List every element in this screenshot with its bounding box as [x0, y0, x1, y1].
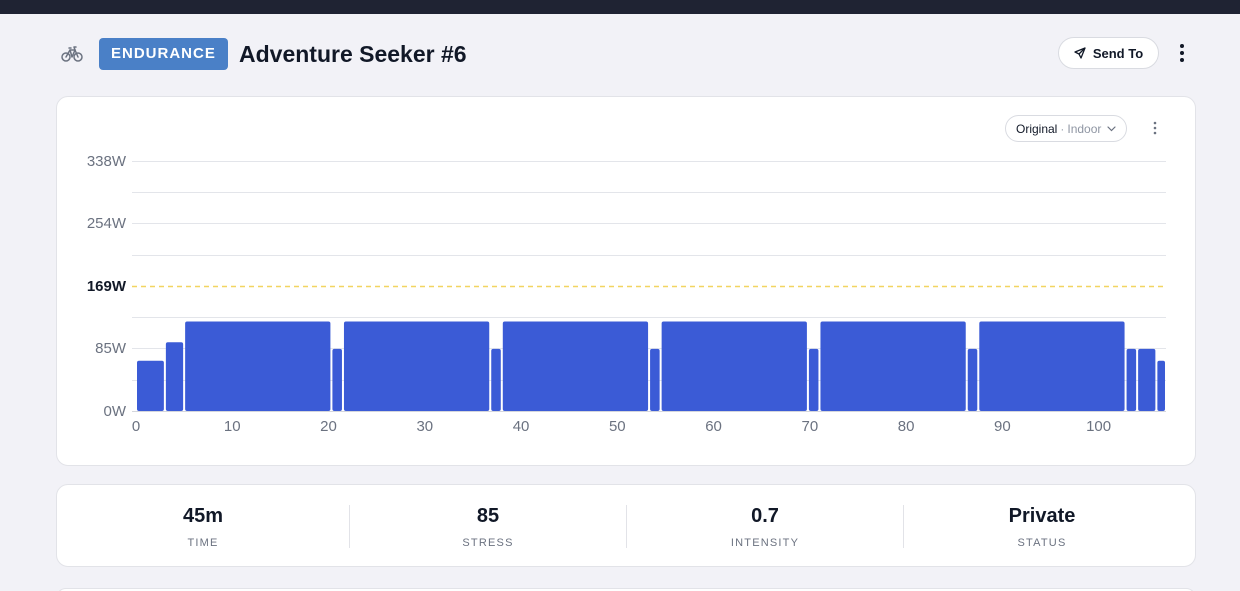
power-chart: 0W 85W 169W 254W 338W 0 10 20 30 40 50 60 70 80 90 100: [87, 153, 1166, 435]
power-bar: [820, 321, 966, 411]
send-to-button[interactable]: Send To: [1058, 37, 1159, 69]
power-bar: [808, 348, 819, 411]
stat-divider: [903, 505, 904, 548]
power-bar: [491, 348, 501, 411]
x-tick-label: 60: [705, 418, 722, 435]
x-tick-label: 10: [224, 418, 241, 435]
x-tick-label: 70: [801, 418, 818, 435]
power-bar: [185, 321, 331, 411]
stat-label: INTENSITY: [730, 537, 800, 549]
y-tick-label: 338W: [87, 153, 127, 170]
power-bar: [502, 321, 649, 411]
view-select[interactable]: Original · Indoor: [1005, 115, 1128, 142]
power-bar: [967, 348, 978, 411]
x-tick-label: 50: [609, 418, 626, 435]
power-bar: [650, 348, 660, 411]
x-tick-label: 100: [1086, 418, 1111, 435]
power-bar: [661, 321, 807, 411]
y-tick-label: 254W: [87, 215, 127, 232]
x-tick-label: 80: [898, 418, 915, 435]
view-select-value: Original: [1016, 121, 1058, 136]
stat-time: 45m TIME: [57, 485, 349, 568]
more-options-icon[interactable]: [1174, 40, 1190, 66]
x-tick-label: 0: [132, 418, 140, 435]
power-bar: [1138, 348, 1156, 411]
stat-value: 85: [476, 505, 500, 527]
power-bar: [979, 321, 1125, 411]
threshold-label: 169W: [87, 278, 127, 295]
stat-status: Private STATUS: [904, 485, 1180, 568]
top-bar: [0, 0, 1240, 14]
y-tick-label: 85W: [95, 340, 127, 357]
stat-value: 45m: [182, 505, 224, 527]
x-tick-label: 30: [416, 418, 433, 435]
x-tick-label: 90: [994, 418, 1011, 435]
chevron-down-icon: [1107, 125, 1116, 131]
workout-header: ENDURANCE Adventure Seeker #6 Send To: [56, 36, 1196, 72]
view-select-separator: ·: [1060, 121, 1065, 136]
stat-intensity: 0.7 INTENSITY: [627, 485, 903, 568]
x-tick-label: 20: [320, 418, 337, 435]
power-bar: [1126, 348, 1137, 411]
stats-card: 45m TIME 85 STRESS 0.7 INTENSITY Private…: [56, 484, 1196, 567]
view-select-sub: Indoor: [1067, 121, 1102, 136]
y-tick-label: 0W: [104, 403, 127, 420]
stat-stress: 85 STRESS: [350, 485, 626, 568]
chart-options-icon[interactable]: [1151, 119, 1159, 137]
power-bar: [165, 342, 184, 411]
x-tick-label: 40: [513, 418, 530, 435]
stat-label: TIME: [187, 537, 219, 549]
stat-value: Private: [1008, 505, 1076, 527]
stat-label: STRESS: [462, 537, 514, 549]
stat-label: STATUS: [1017, 537, 1067, 549]
power-bar: [1157, 360, 1165, 411]
stat-value: 0.7: [751, 505, 779, 527]
stat-divider: [349, 505, 350, 548]
workout-title: Adventure Seeker #6: [239, 41, 467, 67]
power-bar: [343, 321, 490, 411]
send-icon: [1074, 47, 1086, 59]
power-chart-card: Original · Indoor 0W 85W 169W 254W 338W 0 10 20…: [56, 96, 1196, 466]
power-bar: [137, 360, 164, 411]
power-bar: [332, 348, 342, 411]
sport-badge: ENDURANCE: [99, 38, 228, 70]
bike-icon: [60, 42, 84, 64]
stat-divider: [626, 505, 627, 548]
send-to-label: Send To: [1092, 45, 1144, 61]
